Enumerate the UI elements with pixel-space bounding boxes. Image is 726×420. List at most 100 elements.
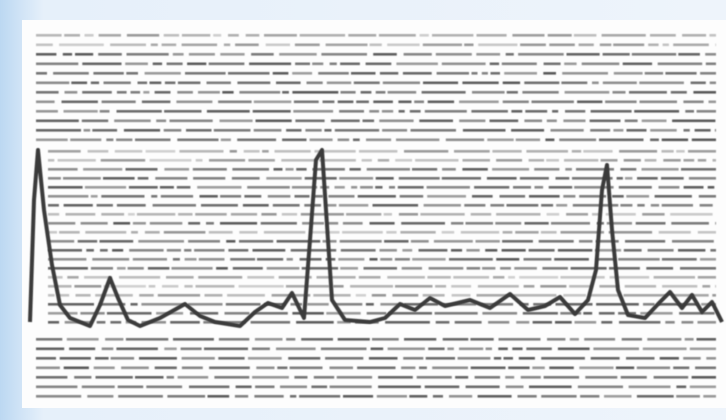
text-line-fragment	[277, 240, 321, 243]
text-line-fragment	[226, 240, 235, 243]
text-line-fragment	[248, 159, 275, 162]
text-line-fragment	[504, 72, 537, 75]
text-line-fragment	[713, 159, 717, 162]
text-line-fragment	[477, 34, 507, 37]
text-line-fragment	[684, 129, 690, 132]
text-line-fragment	[348, 34, 376, 37]
text-line-fragment	[135, 376, 164, 379]
text-line-fragment	[376, 91, 386, 94]
text-line-fragment	[369, 357, 398, 360]
text-line-fragment	[476, 53, 500, 56]
text-line-fragment	[367, 312, 387, 315]
text-line-fragment	[482, 267, 495, 270]
text-line-fragment	[214, 376, 249, 379]
text-line-fragment	[388, 312, 432, 315]
text-line-fragment	[341, 249, 376, 252]
text-line-fragment	[592, 82, 599, 85]
text-line-fragment	[453, 276, 489, 279]
text-line-fragment	[48, 195, 88, 198]
text-line-fragment	[584, 338, 615, 341]
text-line-fragment	[235, 44, 259, 47]
text-line-fragment	[239, 240, 273, 243]
text-line-fragment	[451, 222, 463, 225]
text-line-fragment	[117, 110, 162, 113]
text-line-fragment	[85, 34, 94, 37]
text-line-fragment	[155, 91, 171, 94]
text-line-fragment	[400, 231, 435, 234]
text-line-fragment	[650, 34, 676, 37]
text-line-fragment	[194, 249, 224, 252]
text-line-fragment	[196, 159, 203, 162]
text-line-fragment	[160, 186, 174, 189]
text-line-fragment	[231, 213, 257, 216]
text-line-fragment	[280, 386, 307, 389]
text-line-fragment	[350, 285, 393, 288]
text-line-fragment	[148, 267, 170, 270]
text-line-fragment	[330, 63, 337, 66]
text-line-fragment	[380, 72, 398, 75]
text-line-fragment	[107, 312, 152, 315]
text-line-fragment	[85, 231, 126, 234]
text-line-fragment	[493, 276, 504, 279]
text-line-fragment	[529, 159, 545, 162]
text-line-fragment	[182, 34, 210, 37]
text-line-fragment	[193, 177, 225, 180]
text-line-fragment	[648, 249, 674, 252]
text-line-fragment	[502, 240, 533, 243]
text-line-fragment	[131, 303, 138, 306]
text-line-fragment	[665, 321, 674, 324]
text-line-fragment	[228, 249, 248, 252]
text-line-fragment	[48, 294, 55, 297]
text-line-fragment	[62, 101, 98, 104]
text-line-fragment	[273, 204, 300, 207]
text-line-fragment	[487, 139, 513, 142]
text-line-fragment	[650, 129, 677, 132]
text-line-fragment	[167, 376, 174, 379]
text-line-fragment	[149, 285, 156, 288]
text-line-fragment	[625, 240, 665, 243]
text-line-fragment	[676, 150, 685, 153]
text-line-fragment	[478, 285, 519, 288]
text-line-fragment	[36, 338, 62, 341]
text-line-fragment	[220, 53, 244, 56]
text-line-fragment	[209, 159, 245, 162]
text-line-fragment	[370, 258, 378, 261]
text-line-fragment	[164, 34, 179, 37]
text-line-fragment	[485, 249, 497, 252]
text-line-fragment	[455, 376, 468, 379]
text-line-fragment	[281, 159, 316, 162]
text-line-fragment	[96, 376, 133, 379]
text-line-fragment	[540, 285, 566, 288]
text-line-fragment	[206, 222, 214, 225]
text-line-fragment	[164, 348, 176, 351]
text-line-fragment	[36, 72, 47, 75]
text-line-fragment	[423, 82, 458, 85]
text-line-fragment	[48, 159, 54, 162]
text-line-fragment	[256, 367, 274, 370]
text-line-fragment	[419, 249, 448, 252]
text-line-fragment	[625, 177, 632, 180]
text-line-fragment	[343, 395, 373, 398]
text-line-fragment	[609, 231, 652, 234]
text-line-fragment	[699, 195, 716, 198]
text-line-fragment	[435, 312, 478, 315]
text-line-fragment	[292, 312, 323, 315]
text-line-fragment	[602, 34, 646, 37]
text-line-fragment	[472, 91, 505, 94]
text-line-fragment	[48, 321, 59, 324]
text-line-fragment	[67, 276, 78, 279]
text-line-fragment	[117, 204, 146, 207]
text-line-fragment	[252, 348, 270, 351]
text-line-fragment	[520, 44, 546, 47]
text-line-fragment	[624, 159, 641, 162]
text-line-fragment	[671, 222, 709, 225]
text-line-fragment	[97, 321, 106, 324]
text-line-fragment	[249, 63, 291, 66]
text-line-fragment	[48, 240, 74, 243]
text-line-fragment	[100, 240, 134, 243]
text-line-fragment	[698, 159, 706, 162]
text-line-fragment	[370, 222, 395, 225]
text-line-fragment	[526, 348, 552, 351]
text-line-fragment	[434, 240, 473, 243]
text-line-fragment	[451, 249, 462, 252]
